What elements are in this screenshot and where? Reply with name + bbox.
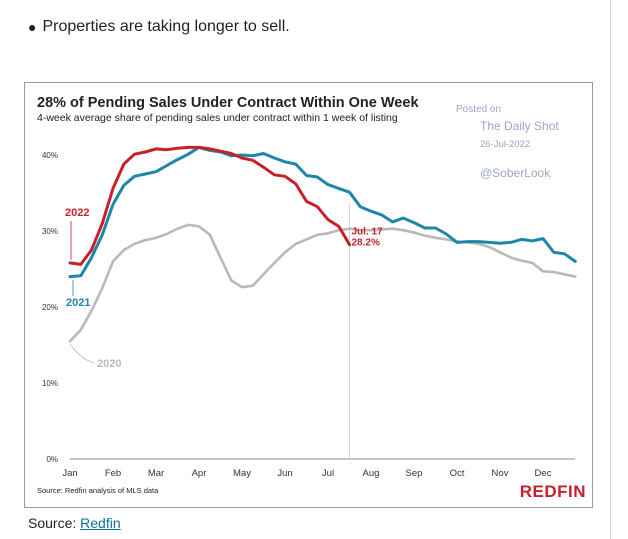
watermark-posted-on: Posted on — [456, 104, 501, 115]
chart-title: 28% of Pending Sales Under Contract With… — [37, 95, 419, 111]
watermark-handle: @SoberLook — [480, 166, 551, 180]
x-tick-label: Apr — [192, 468, 207, 479]
line-chart: 28% of Pending Sales Under Contract With… — [37, 95, 586, 501]
y-tick-label: 30% — [42, 227, 58, 236]
bullet-item: ● Properties are taking longer to sell. — [28, 18, 290, 36]
y-tick-label: 20% — [42, 303, 58, 312]
source-link[interactable]: Redfin — [80, 515, 121, 531]
y-tick-label: 40% — [42, 151, 58, 160]
chart-source-note: Source: Redfin analysis of MLS data — [37, 486, 159, 495]
x-tick-label: May — [233, 468, 251, 479]
source-line: Source: Redfin — [28, 515, 121, 531]
x-tick-label: Feb — [105, 468, 121, 479]
page-right-border — [610, 0, 611, 539]
legend-label-2021: 2021 — [66, 297, 90, 309]
watermark-date: 26-Jul-2022 — [480, 139, 530, 150]
x-tick-label: Jan — [62, 468, 77, 479]
chart-frame: 28% of Pending Sales Under Contract With… — [24, 82, 593, 508]
annotation-date: Jul. 17 — [352, 227, 384, 238]
watermark-site: The Daily Shot — [480, 119, 559, 133]
series-group — [68, 145, 577, 343]
bullet-text: Properties are taking longer to sell. — [42, 18, 290, 35]
x-tick-label: Sep — [406, 468, 423, 479]
y-tick-label: 10% — [42, 379, 58, 388]
x-tick-label: Dec — [535, 468, 552, 479]
series-line-2022 — [68, 145, 351, 266]
x-tick-label: Jun — [277, 468, 292, 479]
x-tick-label: Aug — [363, 468, 380, 479]
bullet-icon: ● — [28, 19, 37, 35]
chart-subtitle: 4-week average share of pending sales un… — [37, 112, 398, 124]
x-tick-label: Jul — [322, 468, 334, 479]
leader-line-2020 — [69, 343, 95, 364]
legend-label-2022: 2022 — [65, 207, 89, 219]
series-line-2021 — [68, 145, 577, 279]
annotation-value: 28.2% — [352, 238, 380, 249]
redfin-logo: REDFIN — [520, 482, 586, 501]
x-axis-ticks: Jan Feb Mar Apr May Jun Jul Aug Sep Oct Nov Dec — [62, 468, 551, 479]
source-label: Source: — [28, 515, 81, 531]
series-line-2020 — [68, 223, 577, 343]
x-tick-label: Oct — [450, 468, 465, 479]
x-tick-label: Nov — [492, 468, 509, 479]
y-tick-label: 0% — [46, 455, 58, 464]
x-tick-label: Mar — [148, 468, 164, 479]
legend-label-2020: 2020 — [97, 358, 121, 370]
y-axis-ticks: 0% 10% 20% 30% 40% — [42, 151, 58, 464]
